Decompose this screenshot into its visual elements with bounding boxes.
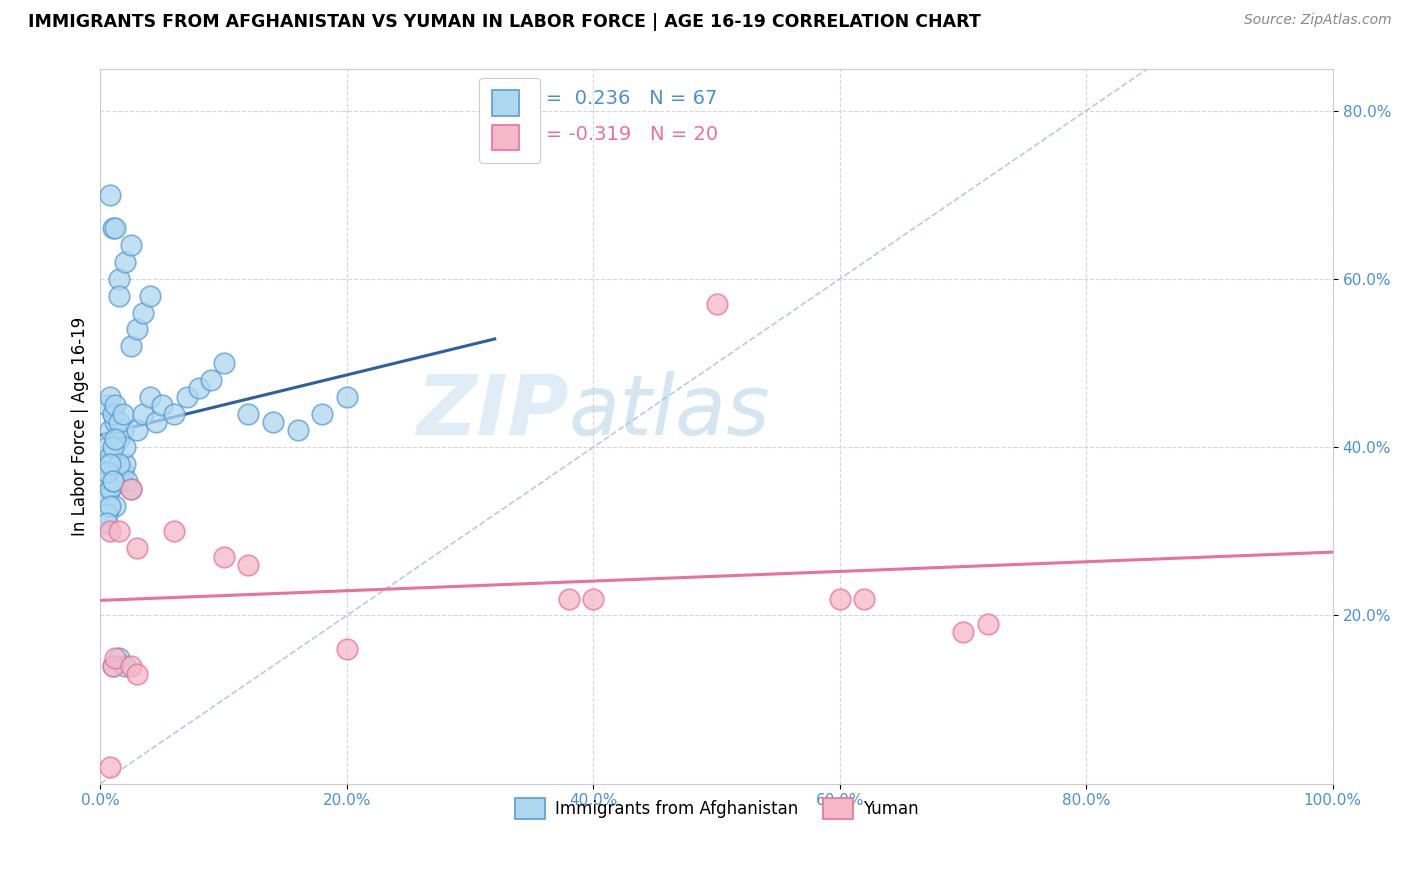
Point bbox=[98, 457, 121, 471]
Point bbox=[104, 398, 127, 412]
Point bbox=[96, 508, 118, 522]
Point bbox=[138, 390, 160, 404]
Point bbox=[96, 474, 118, 488]
Point bbox=[98, 524, 121, 539]
Point bbox=[104, 457, 127, 471]
Y-axis label: In Labor Force | Age 16-19: In Labor Force | Age 16-19 bbox=[72, 317, 89, 536]
Point bbox=[706, 297, 728, 311]
Point bbox=[96, 457, 118, 471]
Point bbox=[96, 466, 118, 480]
Point bbox=[104, 432, 127, 446]
Point bbox=[101, 407, 124, 421]
Point bbox=[101, 221, 124, 235]
Point bbox=[98, 482, 121, 496]
Point bbox=[127, 667, 149, 681]
Point bbox=[163, 407, 186, 421]
Point bbox=[96, 440, 118, 454]
Point bbox=[108, 415, 131, 429]
Text: atlas: atlas bbox=[568, 371, 770, 452]
Point bbox=[127, 423, 149, 437]
Text: R =  0.236   N = 67: R = 0.236 N = 67 bbox=[526, 89, 717, 108]
Point bbox=[120, 659, 142, 673]
Point bbox=[101, 466, 124, 480]
Point bbox=[114, 440, 136, 454]
Point bbox=[200, 373, 222, 387]
Point bbox=[212, 356, 235, 370]
Point bbox=[238, 558, 260, 572]
Point bbox=[138, 289, 160, 303]
Point bbox=[557, 591, 579, 606]
Point bbox=[114, 457, 136, 471]
Point bbox=[108, 474, 131, 488]
Point bbox=[98, 760, 121, 774]
Point bbox=[114, 255, 136, 269]
Point bbox=[120, 238, 142, 252]
Point bbox=[111, 466, 134, 480]
Point bbox=[98, 449, 121, 463]
Point bbox=[98, 390, 121, 404]
Point bbox=[952, 625, 974, 640]
Point bbox=[127, 322, 149, 336]
Point bbox=[108, 524, 131, 539]
Point bbox=[101, 407, 124, 421]
Point bbox=[108, 289, 131, 303]
Point bbox=[96, 491, 118, 505]
Point bbox=[108, 272, 131, 286]
Point bbox=[111, 407, 134, 421]
Text: ZIP: ZIP bbox=[416, 371, 568, 452]
Point bbox=[853, 591, 876, 606]
Point bbox=[104, 221, 127, 235]
Point bbox=[336, 642, 359, 657]
Point bbox=[104, 499, 127, 513]
Point bbox=[101, 474, 124, 488]
Point bbox=[98, 187, 121, 202]
Point bbox=[120, 482, 142, 496]
Point bbox=[108, 650, 131, 665]
Point bbox=[101, 474, 124, 488]
Point bbox=[96, 516, 118, 530]
Point bbox=[262, 415, 284, 429]
Point bbox=[104, 650, 127, 665]
Point bbox=[98, 423, 121, 437]
Point bbox=[104, 415, 127, 429]
Legend: Immigrants from Afghanistan, Yuman: Immigrants from Afghanistan, Yuman bbox=[508, 792, 925, 825]
Point bbox=[108, 432, 131, 446]
Point bbox=[114, 659, 136, 673]
Point bbox=[132, 305, 155, 319]
Point bbox=[238, 407, 260, 421]
Point bbox=[976, 616, 998, 631]
Point bbox=[582, 591, 605, 606]
Point bbox=[828, 591, 851, 606]
Point bbox=[212, 549, 235, 564]
Point bbox=[311, 407, 333, 421]
Point bbox=[101, 659, 124, 673]
Point bbox=[336, 390, 359, 404]
Point bbox=[287, 423, 309, 437]
Point bbox=[176, 390, 198, 404]
Point bbox=[150, 398, 173, 412]
Point bbox=[127, 541, 149, 556]
Point bbox=[111, 423, 134, 437]
Text: Source: ZipAtlas.com: Source: ZipAtlas.com bbox=[1244, 13, 1392, 28]
Point bbox=[117, 474, 139, 488]
Point bbox=[98, 482, 121, 496]
Point bbox=[98, 499, 121, 513]
Point bbox=[108, 457, 131, 471]
Point bbox=[145, 415, 167, 429]
Point bbox=[187, 381, 209, 395]
Point bbox=[101, 659, 124, 673]
Point bbox=[163, 524, 186, 539]
Text: IMMIGRANTS FROM AFGHANISTAN VS YUMAN IN LABOR FORCE | AGE 16-19 CORRELATION CHAR: IMMIGRANTS FROM AFGHANISTAN VS YUMAN IN … bbox=[28, 13, 981, 31]
Point bbox=[120, 339, 142, 353]
Point bbox=[132, 407, 155, 421]
Text: R = -0.319   N = 20: R = -0.319 N = 20 bbox=[526, 125, 717, 144]
Point bbox=[96, 398, 118, 412]
Point bbox=[101, 440, 124, 454]
Point bbox=[120, 482, 142, 496]
